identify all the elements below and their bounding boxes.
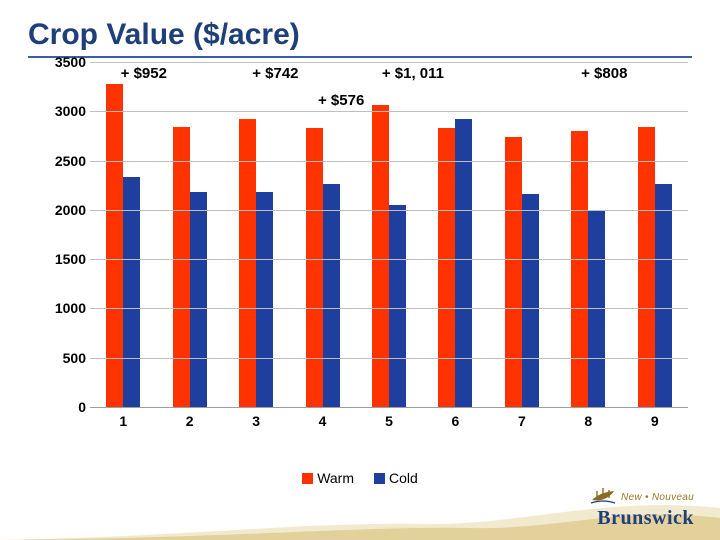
chart-annotation: + $808 (581, 65, 627, 82)
chart-annotation: + $952 (121, 65, 167, 82)
legend-swatch (302, 473, 313, 484)
bar-warm (372, 105, 389, 407)
bar-group: 2 (156, 62, 222, 407)
logo-smalltext: New • Nouveau (621, 492, 694, 503)
grid-line (90, 111, 688, 112)
slide: Crop Value ($/acre) 123456789 0500100015… (0, 0, 720, 540)
bar-warm (239, 119, 256, 407)
bar-group: 9 (622, 62, 688, 407)
bar-warm (438, 128, 455, 407)
brunswick-logo: New • Nouveau Brunswick (589, 485, 694, 530)
bar-group: 5 (356, 62, 422, 407)
bar-warm (306, 128, 323, 407)
plot-area: 123456789 0500100015002000250030003500+ … (90, 62, 688, 408)
grid-line (90, 161, 688, 162)
bar-groups: 123456789 (90, 62, 688, 407)
bar-group: 6 (422, 62, 488, 407)
bar-cold (256, 192, 273, 407)
bar-cold (389, 205, 406, 407)
legend-item: Cold (374, 470, 418, 486)
grid-line (90, 259, 688, 260)
bar-cold (123, 177, 140, 407)
x-axis-label: 8 (555, 413, 621, 429)
page-title: Crop Value ($/acre) (28, 18, 692, 52)
y-axis-label: 1500 (46, 251, 86, 267)
y-axis-label: 3500 (46, 54, 86, 70)
bar-group: 4 (289, 62, 355, 407)
x-axis-label: 1 (90, 413, 156, 429)
chart-annotation: + $576 (318, 92, 364, 109)
bar-group: 1 (90, 62, 156, 407)
legend-swatch (374, 473, 385, 484)
grid-line (90, 210, 688, 211)
x-axis-label: 9 (622, 413, 688, 429)
bar-cold (522, 194, 539, 407)
y-axis-label: 1000 (46, 300, 86, 316)
x-axis-label: 5 (356, 413, 422, 429)
bar-warm (638, 127, 655, 407)
grid-line (90, 308, 688, 309)
y-axis-label: 500 (46, 350, 86, 366)
grid-line (90, 358, 688, 359)
bar-group: 8 (555, 62, 621, 407)
x-axis-label: 2 (156, 413, 222, 429)
legend-item: Warm (302, 470, 354, 486)
logo-wordmark: Brunswick (597, 507, 694, 529)
x-axis-label: 6 (422, 413, 488, 429)
y-axis-label: 2000 (46, 202, 86, 218)
bar-cold (655, 184, 672, 407)
bar-cold (323, 184, 340, 407)
ship-icon (589, 485, 617, 507)
bar-warm (173, 127, 190, 407)
y-axis-label: 2500 (46, 153, 86, 169)
legend-label: Warm (317, 470, 354, 486)
x-axis-label: 4 (289, 413, 355, 429)
legend-label: Cold (389, 470, 418, 486)
y-axis-label: 0 (46, 399, 86, 415)
chart-annotation: + $1, 011 (382, 65, 444, 82)
y-axis-label: 3000 (46, 103, 86, 119)
chart-annotation: + $742 (252, 65, 298, 82)
legend: Warm Cold (0, 470, 720, 486)
bar-warm (505, 137, 522, 407)
x-axis-label: 7 (489, 413, 555, 429)
grid-line (90, 62, 688, 63)
title-rule (28, 56, 692, 58)
bar-group: 3 (223, 62, 289, 407)
x-axis-label: 3 (223, 413, 289, 429)
bar-cold (190, 192, 207, 407)
crop-value-chart: 123456789 0500100015002000250030003500+ … (50, 62, 692, 432)
bar-cold (455, 119, 472, 407)
bar-warm (571, 131, 588, 407)
bar-group: 7 (489, 62, 555, 407)
